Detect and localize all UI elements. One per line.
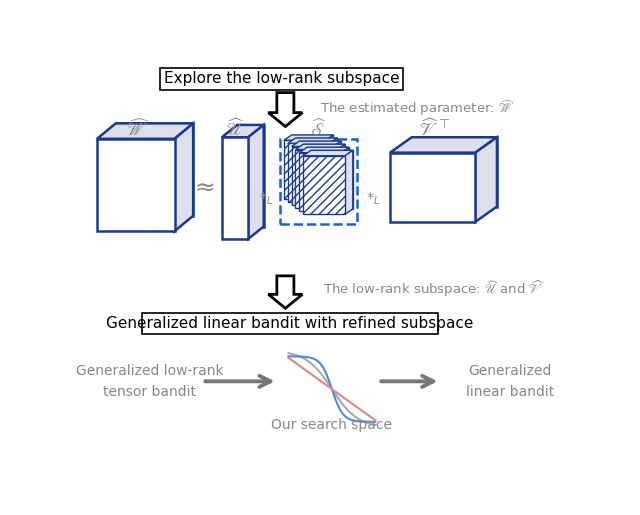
Polygon shape <box>300 147 349 152</box>
Text: Generalized
linear bandit: Generalized linear bandit <box>466 364 554 399</box>
Polygon shape <box>412 138 497 207</box>
Polygon shape <box>296 138 337 197</box>
Polygon shape <box>248 125 264 239</box>
Polygon shape <box>284 141 326 199</box>
Polygon shape <box>296 144 345 149</box>
Text: Our search space: Our search space <box>271 418 392 432</box>
Text: The estimated parameter: $\widehat{\mathscr{W}}$: The estimated parameter: $\widehat{\math… <box>320 98 516 118</box>
Polygon shape <box>268 276 303 308</box>
FancyBboxPatch shape <box>142 313 438 334</box>
Polygon shape <box>288 143 330 202</box>
Text: $\widehat{\mathscr{V}}^\top$: $\widehat{\mathscr{V}}^\top$ <box>419 118 451 141</box>
Polygon shape <box>97 124 193 139</box>
Text: Generalized low-rank
tensor bandit: Generalized low-rank tensor bandit <box>76 364 223 399</box>
Polygon shape <box>303 156 345 214</box>
Polygon shape <box>333 141 341 205</box>
Polygon shape <box>237 125 264 227</box>
Polygon shape <box>292 141 341 146</box>
Polygon shape <box>337 144 345 208</box>
Text: $\approx$: $\approx$ <box>190 175 215 199</box>
Polygon shape <box>300 152 341 211</box>
Text: The low-rank subspace: $\widehat{\mathscr{U}}$ and $\widehat{\mathscr{V}}$: The low-rank subspace: $\widehat{\mathsc… <box>323 279 545 299</box>
Text: $\widehat{\mathscr{W}}$: $\widehat{\mathscr{W}}$ <box>126 119 150 140</box>
Text: Generalized linear bandit with refined subspace: Generalized linear bandit with refined s… <box>106 316 474 331</box>
Polygon shape <box>341 147 349 211</box>
Polygon shape <box>268 93 303 127</box>
Bar <box>280 139 358 224</box>
Polygon shape <box>222 125 264 138</box>
Text: $\widehat{\mathscr{S}}$: $\widehat{\mathscr{S}}$ <box>310 119 327 140</box>
Polygon shape <box>390 152 476 222</box>
Text: $*_L$: $*_L$ <box>259 191 273 207</box>
Polygon shape <box>292 146 333 205</box>
Polygon shape <box>288 138 337 143</box>
Polygon shape <box>390 138 497 152</box>
Polygon shape <box>222 138 248 239</box>
Polygon shape <box>97 139 175 231</box>
Polygon shape <box>311 150 353 209</box>
Polygon shape <box>476 138 497 222</box>
Polygon shape <box>284 135 333 141</box>
Polygon shape <box>345 150 353 214</box>
Polygon shape <box>300 141 341 200</box>
Text: Explore the low-rank subspace: Explore the low-rank subspace <box>164 71 399 86</box>
Text: $\widehat{\mathscr{U}}$: $\widehat{\mathscr{U}}$ <box>225 118 244 141</box>
Text: $*_L$: $*_L$ <box>366 191 380 207</box>
Polygon shape <box>307 147 349 206</box>
Polygon shape <box>303 150 353 156</box>
Polygon shape <box>116 124 193 216</box>
Polygon shape <box>303 144 345 203</box>
Polygon shape <box>175 124 193 231</box>
Polygon shape <box>330 138 337 202</box>
FancyBboxPatch shape <box>160 68 403 90</box>
Polygon shape <box>292 135 333 194</box>
Polygon shape <box>326 135 333 199</box>
Polygon shape <box>296 149 337 208</box>
